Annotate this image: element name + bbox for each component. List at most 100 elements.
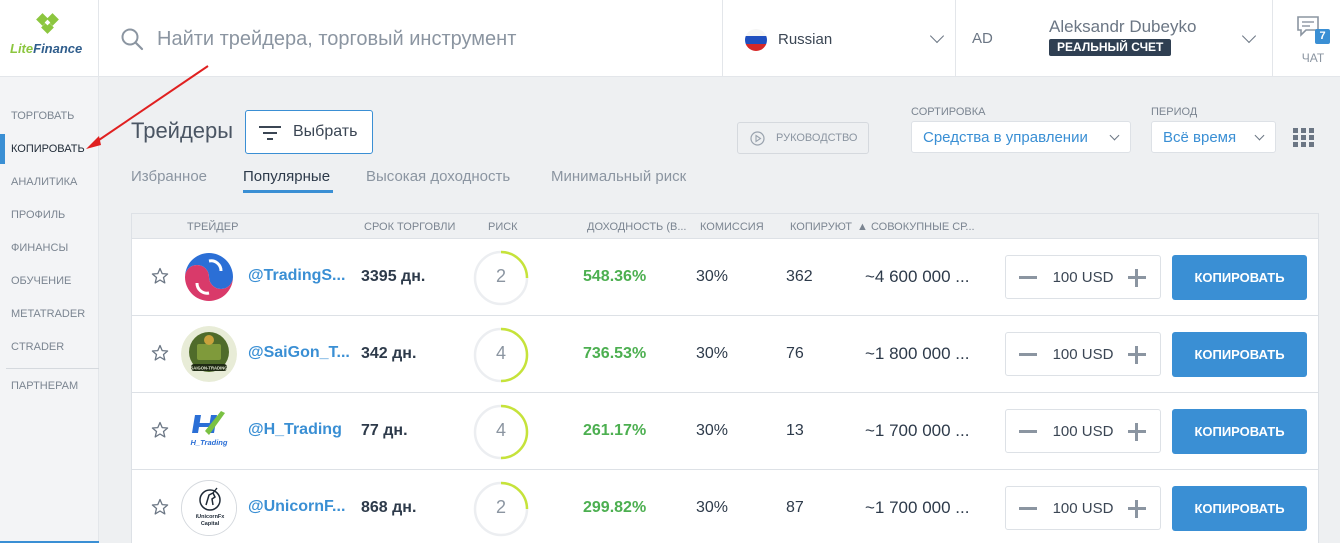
star-icon[interactable]: [151, 498, 169, 516]
chevron-down-icon: [929, 28, 945, 44]
copiers-count: 13: [786, 422, 804, 439]
copiers-count: 76: [786, 345, 804, 362]
plus-icon[interactable]: [1128, 269, 1146, 287]
amount-value[interactable]: 100 USD: [1052, 423, 1114, 440]
account-initials: AD: [972, 30, 993, 47]
risk-score: 2: [495, 266, 506, 286]
account-name: Aleksandr Dubeyko: [1049, 17, 1197, 36]
h-trading-logo-icon: H_Trading: [181, 403, 237, 459]
copy-button[interactable]: КОПИРОВАТЬ: [1172, 486, 1307, 531]
amount-stepper: 100 USD: [1005, 409, 1161, 453]
search-icon[interactable]: [120, 27, 144, 51]
tab-min-risk[interactable]: Минимальный риск: [551, 168, 687, 185]
chevron-down-icon: [1109, 130, 1120, 141]
copiers-count: 362: [786, 268, 813, 285]
column-header-risk[interactable]: РИСК: [488, 221, 518, 233]
star-icon[interactable]: [151, 421, 169, 439]
copy-button[interactable]: КОПИРОВАТЬ: [1172, 332, 1307, 377]
brand-wordmark: LiteFinance: [10, 41, 83, 56]
brand-logo[interactable]: LiteFinance: [0, 0, 99, 77]
minus-icon[interactable]: [1019, 276, 1037, 279]
tab-high-yield[interactable]: Высокая доходность: [366, 168, 511, 185]
period-select[interactable]: Всё время: [1151, 121, 1276, 153]
trader-avatar[interactable]: SAIGON-TRADING: [181, 326, 237, 382]
column-header-term[interactable]: СРОК ТОРГОВЛИ: [364, 221, 456, 233]
sidebar-divider: [6, 368, 99, 369]
sidebar-item-trade[interactable]: ТОРГОВАТЬ: [11, 110, 75, 122]
trader-nickname[interactable]: @TradingS...: [248, 267, 346, 284]
amount-value[interactable]: 100 USD: [1052, 346, 1114, 363]
sidebar-item-analytics[interactable]: АНАЛИТИКА: [11, 176, 78, 188]
star-icon[interactable]: [151, 344, 169, 362]
yield-value: 299.82%: [583, 499, 647, 516]
chat-button[interactable]: 7 ЧАТ: [1273, 0, 1340, 77]
commission-value: 30%: [696, 345, 729, 362]
active-tab-indicator: [243, 190, 333, 193]
sort-select[interactable]: Средства в управлении: [911, 121, 1131, 153]
trader-avatar[interactable]: [181, 249, 237, 305]
top-header: LiteFinance Russian AD Aleksandr Dubeyko…: [0, 0, 1340, 77]
funds-under-management: ~4 600 000 ...: [865, 267, 970, 286]
language-selector[interactable]: Russian: [723, 0, 956, 77]
table-row[interactable]: H_Trading @H_Trading 77 дн. 4 261.17% 30…: [132, 393, 1318, 470]
filter-choose-label: Выбрать: [293, 123, 358, 140]
traders-table: ТРЕЙДЕР СРОК ТОРГОВЛИ РИСК ДОХОДНОСТЬ (В…: [131, 213, 1319, 543]
chat-label: ЧАТ: [1301, 51, 1325, 65]
trader-nickname[interactable]: @H_Trading: [248, 421, 342, 438]
amount-value[interactable]: 100 USD: [1052, 269, 1114, 286]
sidebar-item-profile[interactable]: ПРОФИЛЬ: [11, 209, 66, 221]
sidebar-item-metatrader[interactable]: METATRADER: [11, 308, 86, 320]
trading-term: 3395 дн.: [361, 268, 426, 285]
sidebar-item-ctrader[interactable]: CTRADER: [11, 341, 65, 353]
chevron-down-icon: [1254, 130, 1265, 141]
russia-flag-icon: [745, 29, 767, 51]
unicorn-fx-logo-icon: iUnicornFx Capital: [182, 481, 236, 535]
plus-icon[interactable]: [1128, 423, 1146, 441]
amount-value[interactable]: 100 USD: [1052, 500, 1114, 517]
column-header-funds[interactable]: ▲ СОВОКУПНЫЕ СР...: [857, 221, 975, 233]
column-header-trader[interactable]: ТРЕЙДЕР: [187, 221, 239, 233]
account-type-badge: РЕАЛЬНЫЙ СЧЕТ: [1049, 39, 1172, 56]
minus-icon[interactable]: [1019, 507, 1037, 510]
trader-nickname[interactable]: @SaiGon_T...: [248, 344, 350, 361]
guide-button[interactable]: РУКОВОДСТВО: [737, 122, 869, 154]
filter-icon: [259, 126, 281, 140]
minus-icon[interactable]: [1019, 353, 1037, 356]
account-menu[interactable]: AD Aleksandr Dubeyko РЕАЛЬНЫЙ СЧЕТ: [956, 0, 1273, 77]
copy-button[interactable]: КОПИРОВАТЬ: [1172, 255, 1307, 300]
plus-icon[interactable]: [1128, 500, 1146, 518]
star-icon[interactable]: [151, 267, 169, 285]
column-header-copiers[interactable]: КОПИРУЮТ: [790, 221, 852, 233]
trader-nickname[interactable]: @UnicornF...: [248, 498, 346, 515]
tab-favorites[interactable]: Избранное: [131, 168, 208, 185]
sidebar-item-finance[interactable]: ФИНАНСЫ: [11, 242, 69, 254]
minus-icon[interactable]: [1019, 430, 1037, 433]
trading-term: 77 дн.: [361, 422, 408, 439]
guide-label: РУКОВОДСТВО: [776, 132, 858, 144]
risk-score: 4: [495, 343, 506, 363]
chat-icon: [1297, 16, 1319, 37]
plus-icon[interactable]: [1128, 346, 1146, 364]
table-row[interactable]: SAIGON-TRADING @SaiGon_T... 342 дн. 4 73…: [132, 316, 1318, 393]
table-row[interactable]: @TradingS... 3395 дн. 2 548.36% 30% 362 …: [132, 239, 1318, 316]
funds-under-management: ~1 700 000 ...: [865, 421, 970, 440]
chevron-down-icon: [1241, 28, 1257, 44]
search-input[interactable]: [157, 24, 697, 54]
table-header: ТРЕЙДЕР СРОК ТОРГОВЛИ РИСК ДОХОДНОСТЬ (В…: [132, 214, 1318, 239]
column-header-yield[interactable]: ДОХОДНОСТЬ (В...: [587, 221, 687, 233]
saigon-logo-text: SAIGON-TRADING: [191, 366, 228, 371]
column-header-commission[interactable]: КОМИССИЯ: [700, 221, 764, 233]
trader-avatar[interactable]: iUnicornFx Capital: [181, 480, 237, 536]
sidebar-item-copy[interactable]: КОПИРОВАТЬ: [0, 134, 98, 164]
grid-view-icon[interactable]: [1293, 128, 1314, 147]
trader-avatar[interactable]: H_Trading: [181, 403, 237, 459]
table-row[interactable]: iUnicornFx Capital @UnicornF... 868 дн. …: [132, 470, 1318, 543]
sidebar-item-education[interactable]: ОБУЧЕНИЕ: [11, 275, 72, 287]
copiers-count: 87: [786, 499, 804, 516]
h-trading-logo-text: H_Trading: [191, 438, 228, 447]
filter-choose-button[interactable]: Выбрать: [245, 110, 373, 154]
copy-button[interactable]: КОПИРОВАТЬ: [1172, 409, 1307, 454]
sidebar-item-partners[interactable]: ПАРТНЕРАМ: [11, 380, 79, 392]
tab-popular[interactable]: Популярные: [243, 168, 331, 185]
sort-value: Средства в управлении: [923, 129, 1088, 146]
